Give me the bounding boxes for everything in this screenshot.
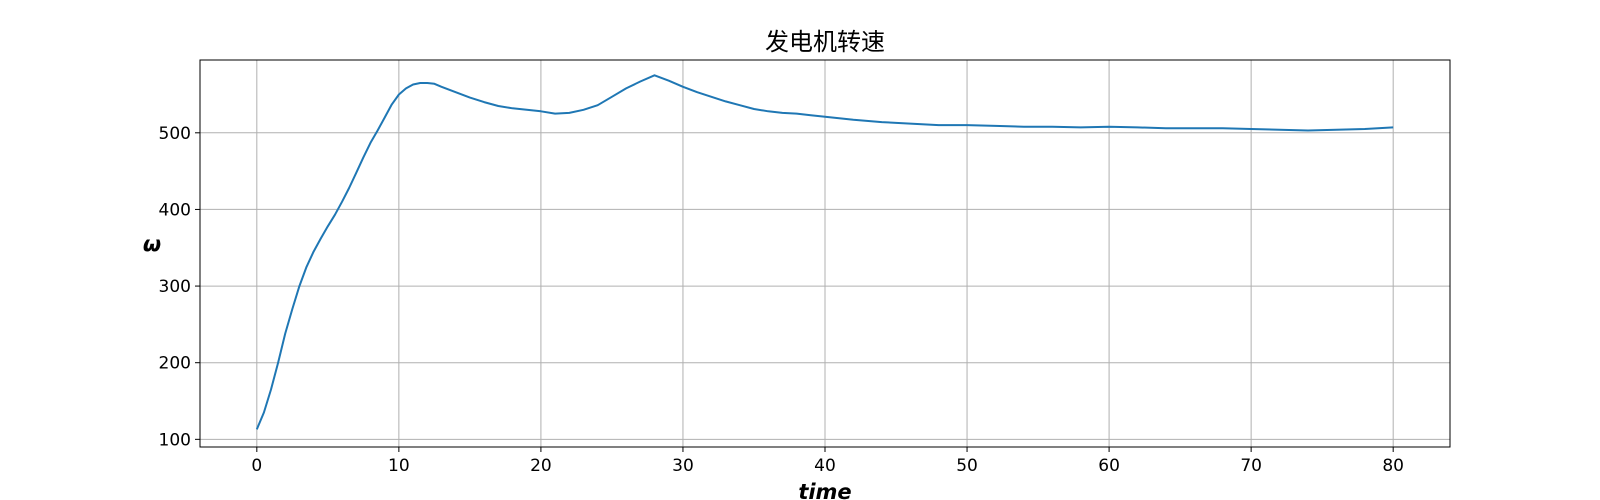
y-axis-label: ω xyxy=(143,232,161,256)
x-tick-label: 60 xyxy=(1098,456,1120,476)
x-tick-label: 30 xyxy=(672,456,694,476)
x-tick-label: 0 xyxy=(251,456,262,476)
series-line xyxy=(255,74,1394,430)
axis-ticks: 0 10 20 30 40 50 60 70 80 100 200 300 400 500 xyxy=(159,124,1404,476)
x-tick-label: 20 xyxy=(530,456,552,476)
grid xyxy=(200,60,1450,447)
x-tick-label: 70 xyxy=(1240,456,1262,476)
chart-title: 发电机转速 xyxy=(765,28,885,56)
y-tick-label: 400 xyxy=(159,200,191,220)
y-tick-label: 500 xyxy=(159,124,191,144)
x-tick-label: 40 xyxy=(814,456,836,476)
y-tick-label: 300 xyxy=(159,277,191,297)
y-tick-label: 100 xyxy=(159,430,191,450)
x-tick-label: 50 xyxy=(956,456,978,476)
x-tick-label: 80 xyxy=(1382,456,1404,476)
x-axis-label: time xyxy=(798,480,851,500)
y-tick-label: 200 xyxy=(159,354,191,374)
series-layer xyxy=(255,74,1394,430)
x-tick-label: 10 xyxy=(388,456,410,476)
